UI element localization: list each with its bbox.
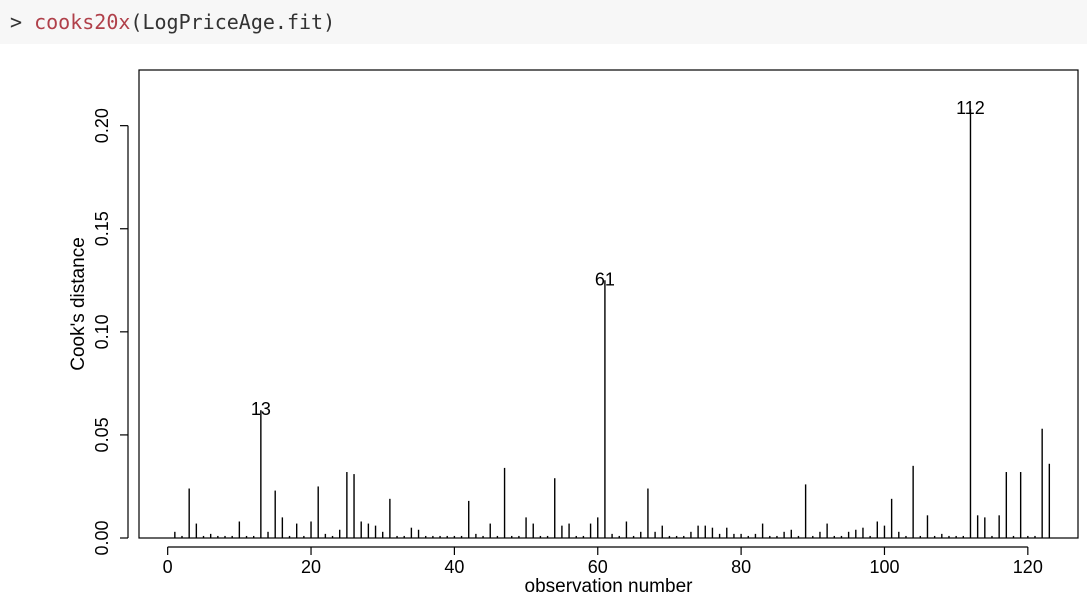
x-tick-label-20: 20 (301, 557, 321, 577)
y-tick-label-0.00: 0.00 (92, 520, 112, 555)
y-tick-label-0.10: 0.10 (92, 314, 112, 349)
x-tick-label-120: 120 (1013, 557, 1043, 577)
x-axis-label: observation number (525, 576, 694, 597)
console-function-args: (LogPriceAge.fit) (130, 10, 336, 34)
annotation-group: 13 61 112 (251, 98, 985, 419)
bar-group (174, 109, 1051, 538)
annotation-label-61: 61 (595, 269, 615, 289)
cooks-distance-chart: 0 20 40 60 80 100 120 0.00 0.05 0.10 0.15 0.20 13 6… (68, 69, 1079, 597)
y-axis: 0.00 0.05 0.10 0.15 0.20 (92, 108, 129, 556)
x-tick-label-40: 40 (444, 557, 464, 577)
x-tick-label-100: 100 (869, 557, 899, 577)
annotation-label-13: 13 (251, 399, 271, 419)
plot-frame (138, 69, 1079, 539)
x-axis: 0 20 40 60 80 100 120 (163, 546, 1043, 577)
y-tick-label-0.20: 0.20 (92, 108, 112, 143)
x-tick-label-60: 60 (588, 557, 608, 577)
x-tick-label-80: 80 (731, 557, 751, 577)
console-prompt: > (10, 10, 23, 34)
y-axis-label: Cook's distance (68, 237, 89, 371)
y-tick-label-0.15: 0.15 (92, 211, 112, 246)
console-command-line: > cooks20x(LogPriceAge.fit) (0, 0, 1087, 44)
annotation-label-112: 112 (956, 98, 985, 118)
console-function-name: cooks20x (34, 10, 131, 34)
y-tick-label-0.05: 0.05 (92, 417, 112, 452)
plot-output: 0 20 40 60 80 100 120 0.00 0.05 0.10 0.15 0.20 13 6… (0, 44, 1087, 605)
x-tick-label-0: 0 (163, 557, 173, 577)
